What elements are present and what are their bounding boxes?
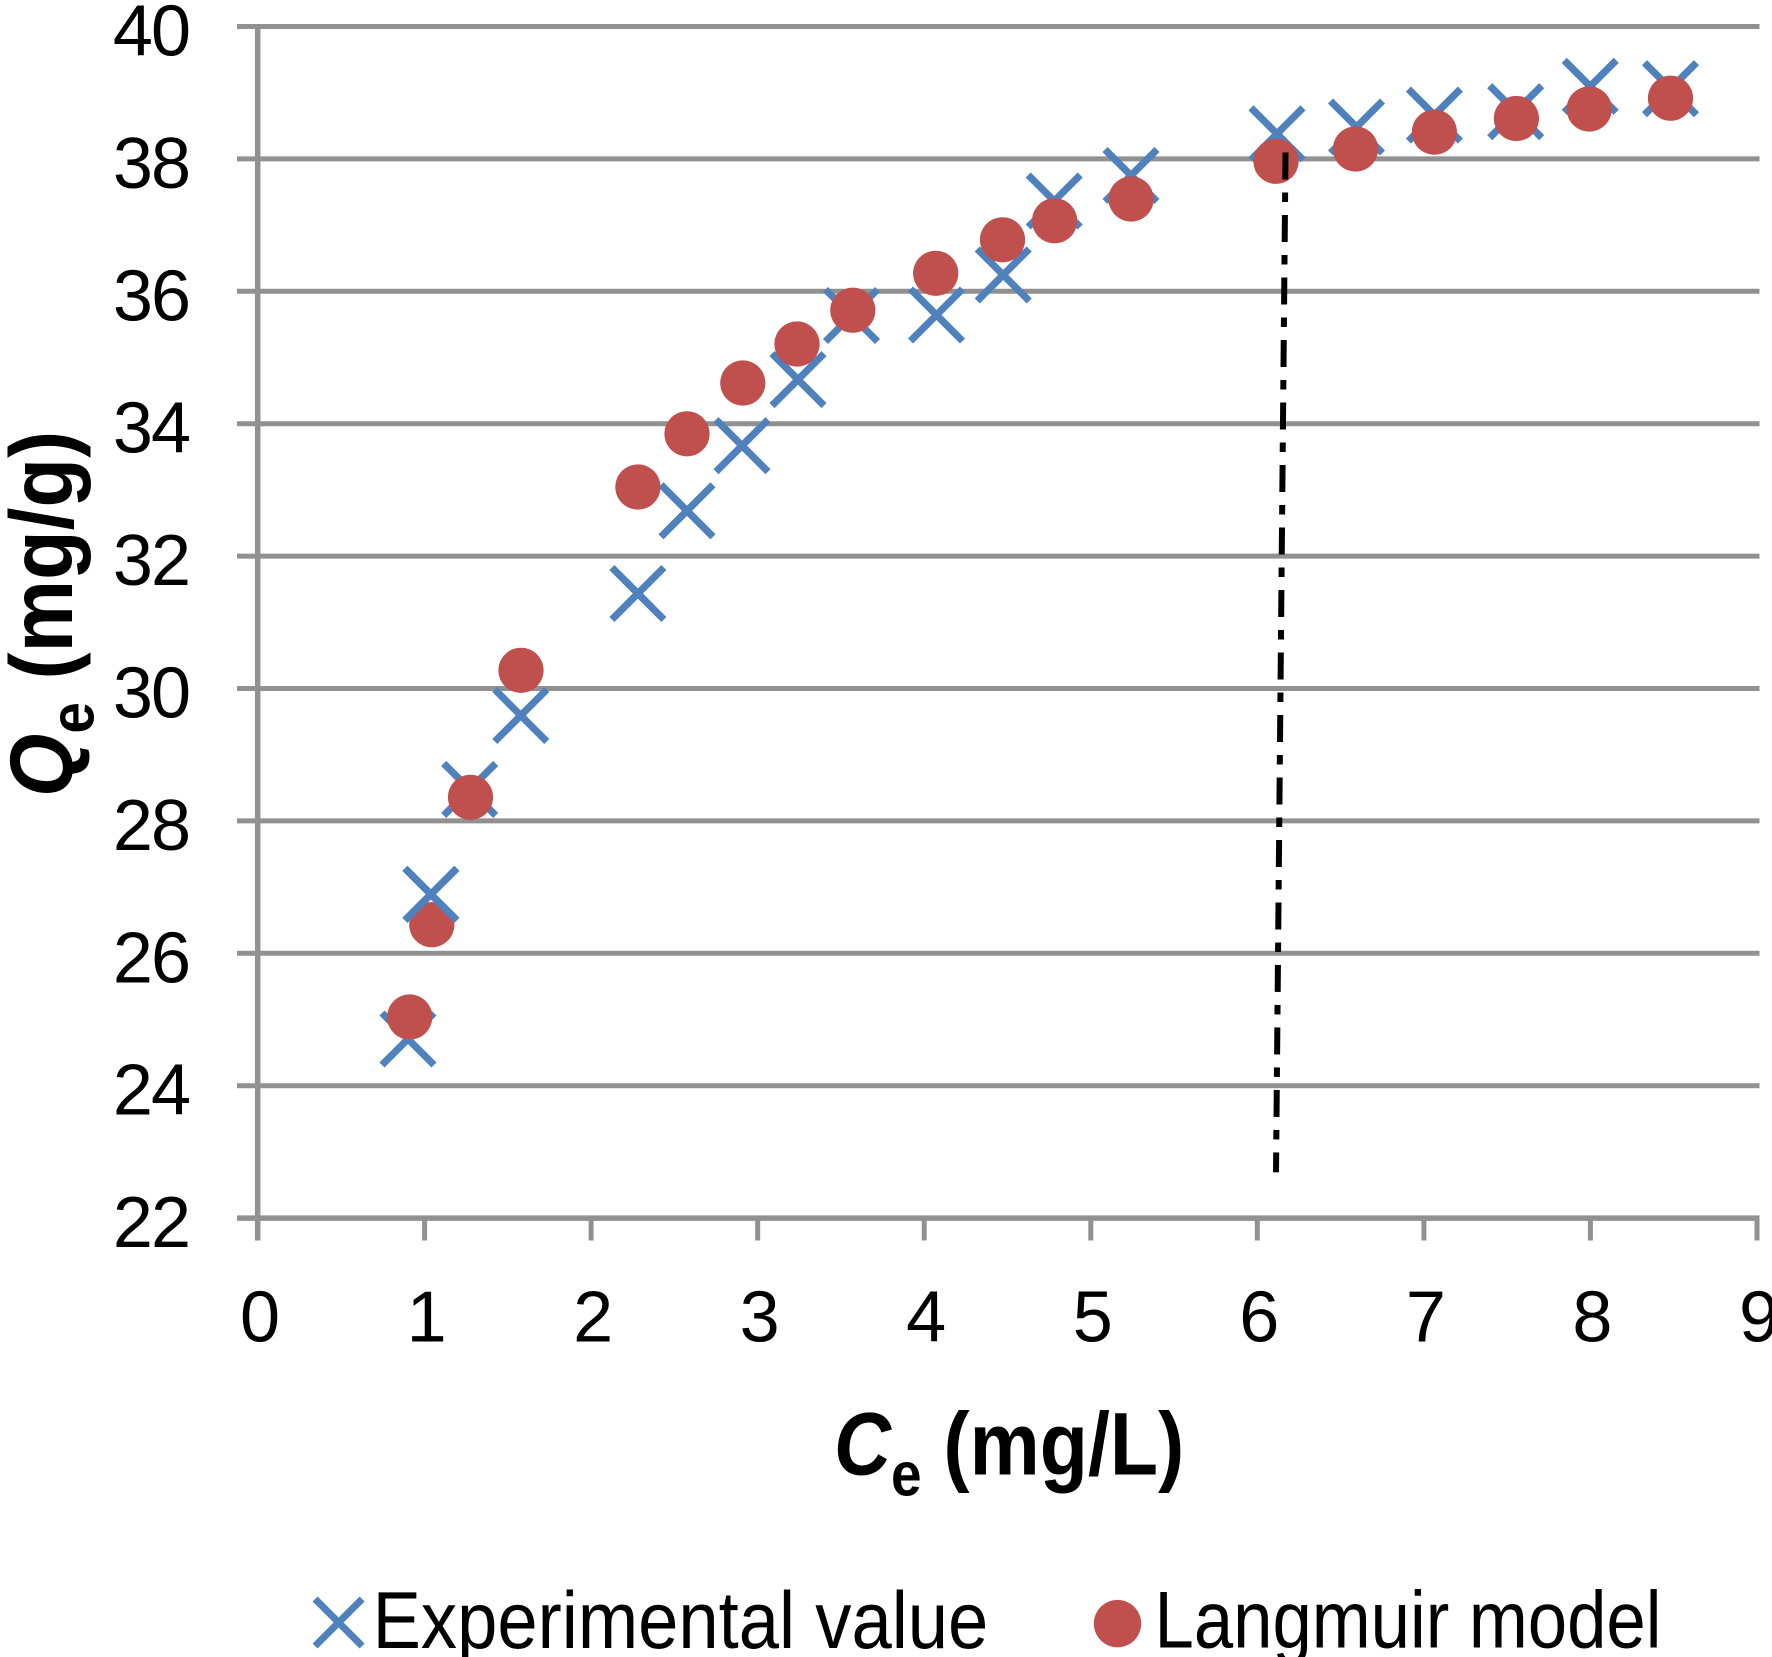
svg-text:3: 3 — [740, 1278, 780, 1358]
svg-text:Ce (mg/L): Ce (mg/L) — [834, 1394, 1184, 1510]
svg-text:34: 34 — [113, 389, 189, 469]
svg-text:5: 5 — [1073, 1278, 1113, 1358]
svg-text:1: 1 — [407, 1278, 447, 1358]
svg-text:8: 8 — [1572, 1278, 1612, 1358]
svg-text:Qe (mg/g): Qe (mg/g) — [0, 431, 107, 797]
svg-text:32: 32 — [113, 521, 189, 601]
svg-text:Langmuir model: Langmuir model — [1155, 1575, 1662, 1657]
svg-text:Experimental value: Experimental value — [373, 1575, 989, 1657]
svg-text:24: 24 — [113, 1051, 189, 1131]
svg-text:0: 0 — [240, 1278, 280, 1358]
svg-text:36: 36 — [113, 256, 189, 336]
svg-text:6: 6 — [1239, 1278, 1279, 1358]
svg-text:28: 28 — [113, 786, 189, 866]
svg-text:30: 30 — [113, 654, 189, 734]
svg-text:4: 4 — [906, 1278, 946, 1358]
svg-text:9: 9 — [1739, 1278, 1772, 1358]
svg-text:38: 38 — [113, 124, 189, 204]
svg-text:22: 22 — [113, 1183, 189, 1263]
svg-text:2: 2 — [573, 1278, 613, 1358]
svg-text:40: 40 — [113, 0, 189, 72]
svg-text:7: 7 — [1406, 1278, 1446, 1358]
svg-text:26: 26 — [113, 918, 189, 998]
